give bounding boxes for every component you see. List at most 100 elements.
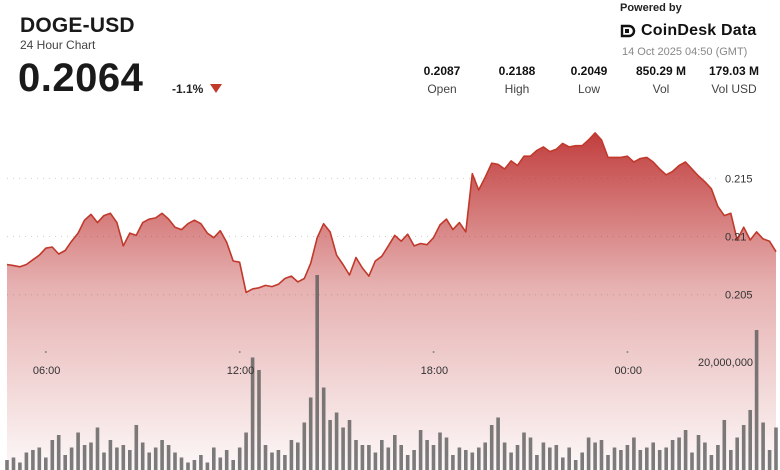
stat-label: Low xyxy=(577,82,600,96)
stat-value: 0.2049 xyxy=(570,64,608,78)
volume-bar xyxy=(244,432,248,470)
volume-bar xyxy=(95,427,100,470)
y-tick-label: 0.21 xyxy=(725,232,746,244)
volume-bar xyxy=(367,445,371,470)
volume-bar xyxy=(535,455,539,470)
volume-bar xyxy=(625,445,630,470)
volume-bar xyxy=(102,452,106,470)
volume-bar xyxy=(199,455,203,470)
volume-bar xyxy=(212,447,216,470)
down-arrow-icon xyxy=(210,84,222,93)
volume-bar xyxy=(612,447,617,470)
volume-bar xyxy=(250,357,255,470)
volume-bar xyxy=(632,437,636,470)
volume-bar xyxy=(477,447,481,470)
stat-volume-usd: 179.03 M Vol USD xyxy=(694,64,774,96)
volume-bar xyxy=(237,447,242,470)
volume-scale-label: 20,000,000 xyxy=(698,357,753,369)
volume-bar xyxy=(347,420,352,470)
volume-bar xyxy=(160,440,164,470)
volume-bar xyxy=(515,445,520,470)
volume-bar xyxy=(418,430,423,470)
volume-bar xyxy=(153,447,158,470)
volume-bar xyxy=(76,432,80,470)
volume-bar xyxy=(509,452,513,470)
volume-bar xyxy=(651,442,655,470)
volume-bar xyxy=(444,437,449,470)
volume-bar xyxy=(451,455,455,470)
volume-bar xyxy=(360,445,365,470)
x-tick-mark xyxy=(432,351,435,353)
x-tick-label: 06:00 xyxy=(33,365,61,377)
volume-bar xyxy=(470,452,475,470)
volume-bar xyxy=(670,440,675,470)
volume-bar xyxy=(541,442,546,470)
volume-bar xyxy=(741,425,746,470)
volume-bar xyxy=(690,452,694,470)
volume-bar xyxy=(263,445,268,470)
volume-bar xyxy=(405,455,410,470)
volume-bar xyxy=(464,450,468,470)
volume-bar xyxy=(231,460,235,470)
volume-bar xyxy=(224,450,229,470)
x-tick-mark xyxy=(238,351,241,353)
volume-bar xyxy=(121,445,126,470)
volume-bar xyxy=(44,457,48,470)
brand-logo[interactable]: CoinDesk Data xyxy=(620,20,757,42)
volume-bar xyxy=(709,455,714,470)
x-tick-label: 00:00 xyxy=(614,365,642,377)
volume-bar xyxy=(37,447,42,470)
stat-label: High xyxy=(504,82,530,96)
volume-bar xyxy=(373,452,378,470)
volume-bar xyxy=(341,427,345,470)
stat-low: 0.2049 Low xyxy=(549,64,629,96)
volume-bar xyxy=(593,442,597,470)
volume-bar xyxy=(218,457,223,470)
volume-bar xyxy=(108,440,113,470)
volume-bar xyxy=(128,450,132,470)
volume-bar xyxy=(761,422,765,470)
volume-bar xyxy=(147,452,151,470)
volume-bar xyxy=(438,432,442,470)
volume-bar xyxy=(179,457,184,470)
volume-bar xyxy=(696,435,701,470)
volume-bar xyxy=(283,455,287,470)
volume-bar xyxy=(276,450,281,470)
volume-bar xyxy=(774,427,778,470)
stat-label: Vol xyxy=(652,82,670,96)
volume-bar xyxy=(502,442,507,470)
page-title: DOGE-USD xyxy=(20,14,135,37)
volume-bar xyxy=(489,425,494,470)
volume-bar xyxy=(308,397,313,470)
volume-bar xyxy=(431,445,436,470)
volume-bar xyxy=(619,450,623,470)
volume-bar xyxy=(192,460,197,470)
volume-bar xyxy=(140,442,145,470)
volume-bar xyxy=(528,437,533,470)
volume-bar xyxy=(754,330,759,470)
volume-bar xyxy=(638,450,643,470)
volume-bar xyxy=(677,437,681,470)
volume-bar xyxy=(548,447,552,470)
chart-subtitle: 24 Hour Chart xyxy=(20,38,96,52)
volume-bar xyxy=(56,435,61,470)
volume-bar xyxy=(380,440,384,470)
stat-value: 0.2087 xyxy=(423,64,461,78)
volume-bar xyxy=(89,442,93,470)
volume-bar xyxy=(645,447,649,470)
volume-bar xyxy=(599,440,604,470)
volume-bar xyxy=(205,462,210,470)
volume-bar xyxy=(315,275,319,470)
volume-bar xyxy=(302,422,307,470)
volume-bar xyxy=(606,455,610,470)
stat-volume: 850.29 M Vol xyxy=(621,64,701,96)
volume-bar xyxy=(186,462,190,470)
volume-bar xyxy=(69,447,74,470)
volume-bar xyxy=(748,410,752,470)
x-tick-label: 12:00 xyxy=(227,365,255,377)
volume-bar xyxy=(11,457,16,470)
brand-name: CoinDesk Data xyxy=(641,22,757,39)
volume-bar xyxy=(63,455,67,470)
timestamp: 14 Oct 2025 04:50 (GMT) xyxy=(622,46,748,58)
